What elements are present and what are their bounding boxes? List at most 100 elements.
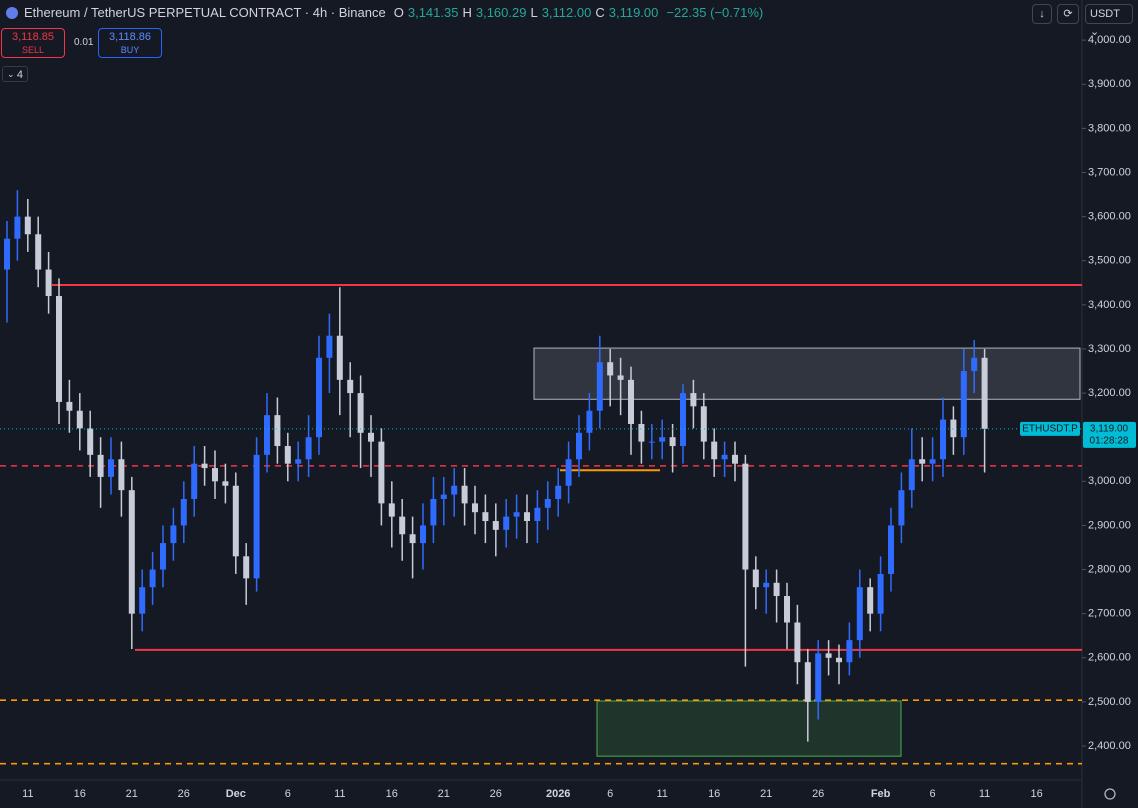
- candle-body: [700, 406, 707, 442]
- candle-body: [232, 485, 239, 557]
- header: Ethereum / TetherUS PERPETUAL CONTRACT ·…: [6, 5, 763, 20]
- candle-body: [243, 556, 250, 579]
- x-tick-label: 21: [438, 788, 450, 800]
- coin-icon: [6, 6, 18, 19]
- candle-body: [409, 534, 416, 544]
- x-tick-label: 11: [22, 788, 33, 800]
- y-tick-label: 3,400.00: [1088, 299, 1131, 311]
- candle-body: [24, 216, 31, 235]
- candle-body: [586, 410, 593, 433]
- candle-body: [981, 357, 988, 429]
- candle-body: [139, 587, 146, 614]
- sell-label: SELL: [21, 45, 45, 55]
- indicator-count: 4: [16, 69, 23, 81]
- candle-body: [950, 419, 957, 438]
- candle-body: [628, 379, 634, 424]
- candle-body: [669, 437, 676, 447]
- quantity: 0.01: [74, 37, 94, 48]
- candle-body: [399, 516, 406, 535]
- indicators-toggle[interactable]: ⌄ 4: [2, 66, 28, 82]
- buy-price: 3,118.86: [108, 31, 151, 43]
- candle-body: [877, 573, 884, 614]
- candle-body: [659, 437, 666, 442]
- sell-button[interactable]: 3,118.85 SELL: [1, 28, 65, 58]
- download-button[interactable]: ↓: [1032, 4, 1052, 24]
- candle-body: [596, 362, 603, 411]
- candle-body: [108, 459, 114, 477]
- candle-body: [201, 463, 208, 469]
- candle-body: [742, 463, 749, 570]
- y-tick-label: 3,500.00: [1088, 255, 1131, 267]
- symbol-title[interactable]: Ethereum / TetherUS PERPETUAL CONTRACT ·…: [24, 5, 386, 20]
- candle-body: [690, 393, 697, 407]
- candle-body: [97, 454, 104, 477]
- candle-body: [898, 490, 905, 526]
- candle-body: [856, 587, 863, 641]
- candle-body: [565, 459, 572, 486]
- candle-body: [128, 490, 135, 614]
- candle-body: [87, 428, 94, 455]
- candle-body: [180, 498, 187, 526]
- candle-body: [555, 485, 562, 499]
- candle-body: [836, 657, 842, 663]
- ohlc-value: 3,160.29: [475, 5, 527, 20]
- buy-button[interactable]: 3,118.86 BUY: [98, 28, 162, 58]
- candle-body: [752, 569, 759, 588]
- candle-body: [846, 640, 853, 663]
- last-price-label: 3,119.00: [1090, 423, 1129, 434]
- refresh-button[interactable]: ⟳: [1057, 4, 1079, 24]
- candle-body: [274, 415, 281, 447]
- candle-body: [66, 401, 73, 411]
- price-tag: [1083, 421, 1136, 448]
- y-tick-label: 2,800.00: [1088, 563, 1131, 575]
- candle-body: [440, 494, 447, 499]
- y-tick-label: 2,700.00: [1088, 608, 1131, 620]
- x-tick-label: 16: [74, 788, 86, 800]
- y-tick-label: 3,800.00: [1088, 122, 1131, 134]
- y-tick-label: 3,200.00: [1088, 387, 1131, 399]
- candle-body: [617, 375, 624, 380]
- currency-select[interactable]: USDT ⌄: [1085, 4, 1133, 38]
- price-change: −22.35 (−0.71%): [666, 5, 764, 20]
- ohlc-key: C: [595, 5, 605, 20]
- x-tick-label: 11: [334, 788, 345, 800]
- x-tick-label: 6: [285, 788, 291, 800]
- ohlc-value: 3,112.00: [541, 5, 592, 20]
- candle-body: [222, 481, 229, 486]
- candle-body: [388, 503, 395, 517]
- symbol-label: ETHUSDT.P: [1022, 423, 1078, 434]
- y-tick-label: 3,700.00: [1088, 166, 1131, 178]
- candle-body: [711, 441, 718, 460]
- x-tick-label: 2026: [546, 788, 570, 800]
- candle-body: [4, 238, 10, 270]
- candle-body: [295, 459, 302, 464]
- y-tick-label: 3,000.00: [1088, 475, 1131, 487]
- x-tick-label: 16: [1030, 788, 1042, 800]
- y-tick-label: 2,600.00: [1088, 652, 1131, 664]
- x-tick-label: 21: [126, 788, 138, 800]
- candle-body: [773, 582, 780, 597]
- y-tick-label: 2,400.00: [1088, 740, 1131, 752]
- candle-body: [336, 335, 343, 380]
- symbol-tag: [1020, 421, 1080, 436]
- candle-body: [503, 516, 510, 530]
- candle-body: [347, 379, 354, 394]
- candle-body: [825, 653, 832, 658]
- y-tick-label: 2,500.00: [1088, 696, 1131, 708]
- candle-body: [492, 521, 499, 530]
- candle-body: [45, 269, 52, 297]
- candle-body: [430, 498, 437, 526]
- x-tick-label: 11: [979, 788, 990, 800]
- candle-body: [118, 459, 125, 491]
- candle-body: [721, 454, 728, 460]
- x-tick-label: 26: [178, 788, 190, 800]
- candle-body: [544, 498, 551, 508]
- candle-body: [56, 296, 62, 402]
- x-tick-label: 6: [930, 788, 936, 800]
- buy-label: BUY: [120, 45, 140, 55]
- candle-body: [794, 622, 801, 663]
- candle-body: [316, 357, 322, 438]
- sell-price: 3,118.85: [11, 31, 54, 43]
- y-tick-label: 3,300.00: [1088, 343, 1131, 355]
